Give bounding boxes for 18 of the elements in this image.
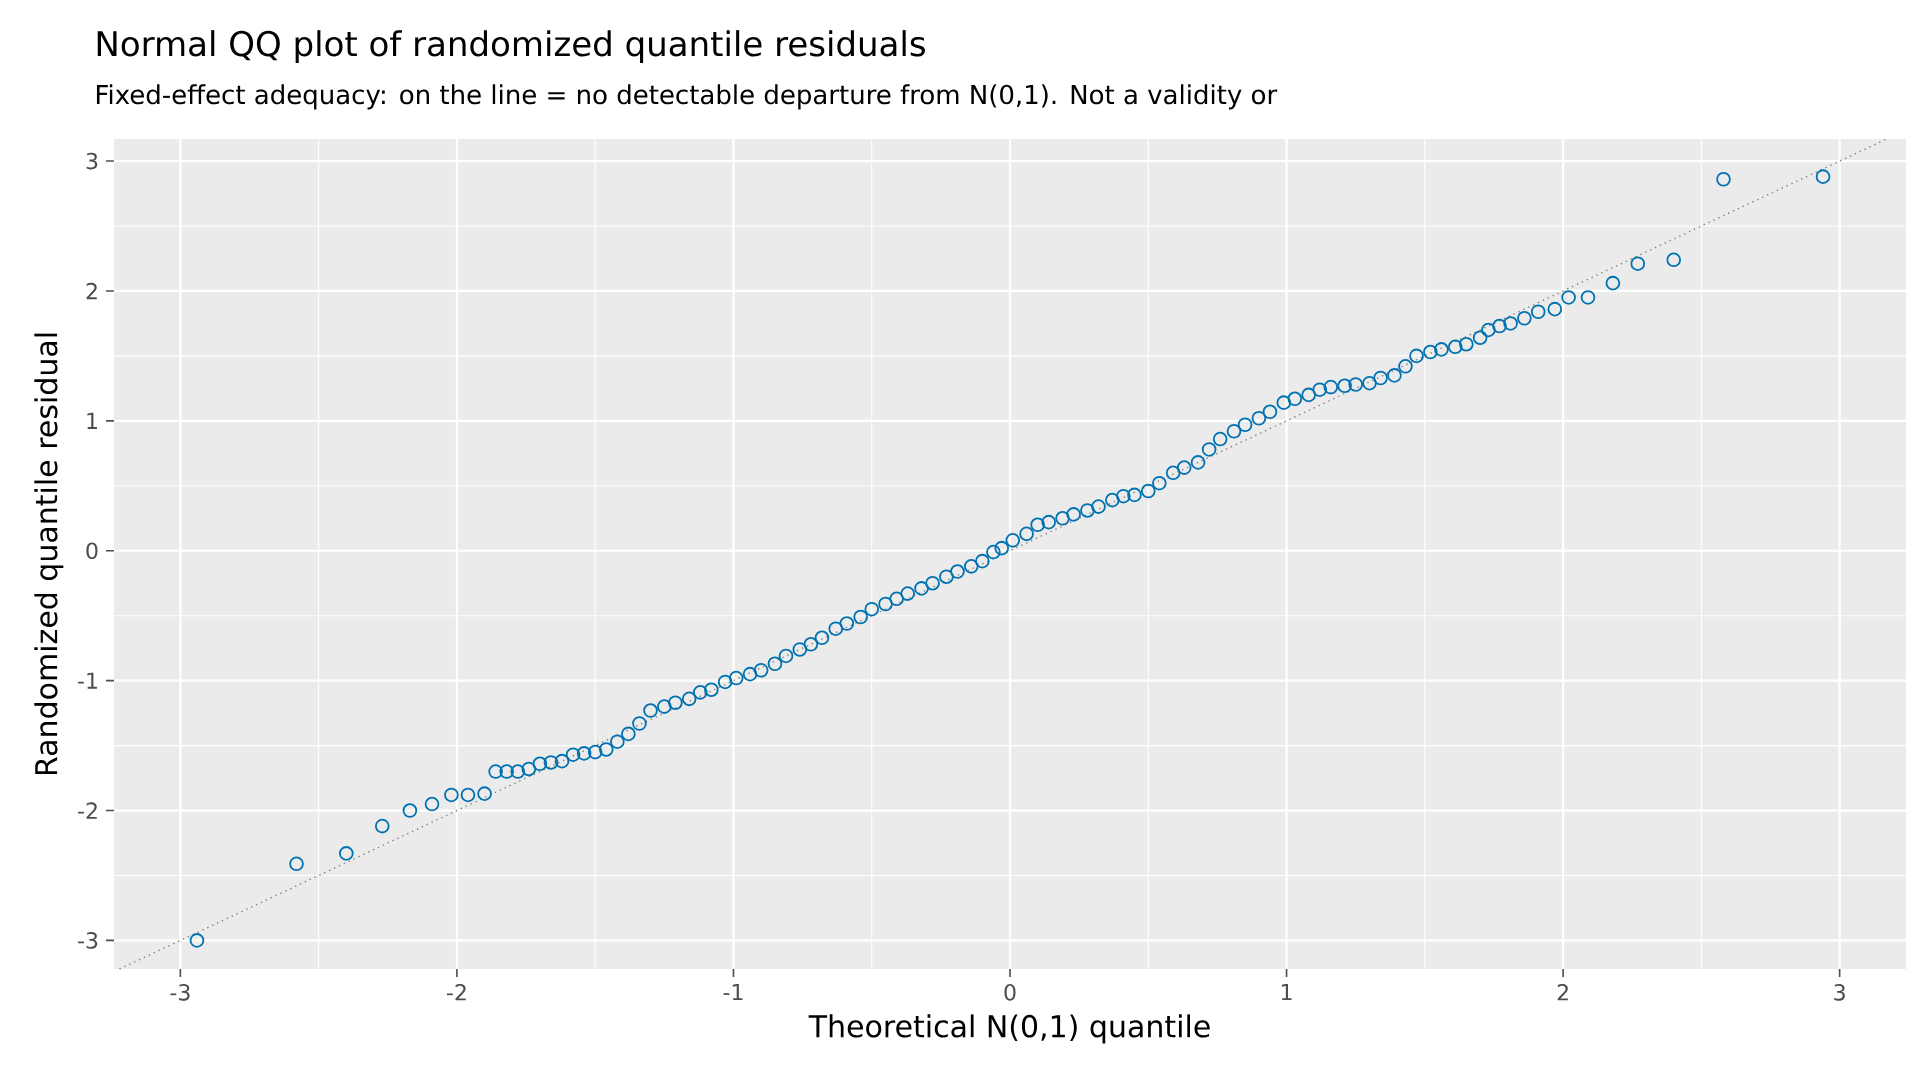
x-tick-label: 3 — [1834, 984, 1845, 1001]
y-tick-label: 3 — [86, 152, 98, 170]
y-tick-label: 2 — [86, 282, 97, 300]
y-tick-label: -3 — [78, 932, 98, 949]
x-axis-title: Theoretical N(0,1) quantile — [808, 1014, 1210, 1044]
y-tick-label: 0 — [86, 542, 98, 560]
y-tick-label: -1 — [78, 672, 97, 689]
y-axis-title: Randomized quantile residual — [34, 333, 64, 775]
chart-title: Normal QQ plot of randomized quantile residuals — [97, 30, 925, 64]
y-tick-label: -2 — [78, 802, 97, 819]
x-tick-label: 1 — [1281, 984, 1292, 1001]
x-tick-label: 0 — [1004, 984, 1016, 1001]
x-tick-label: -3 — [170, 984, 190, 1001]
chart-subtitle: Fixed-effect adequacy: on the line = no detectable departure from N(0,1). Not a validity or — [96, 84, 1278, 110]
x-tick-label: -1 — [723, 984, 743, 1001]
y-tick-label: 1 — [87, 412, 97, 429]
x-tick-label: 2 — [1557, 984, 1568, 1001]
x-tick-label: -2 — [447, 984, 466, 1001]
